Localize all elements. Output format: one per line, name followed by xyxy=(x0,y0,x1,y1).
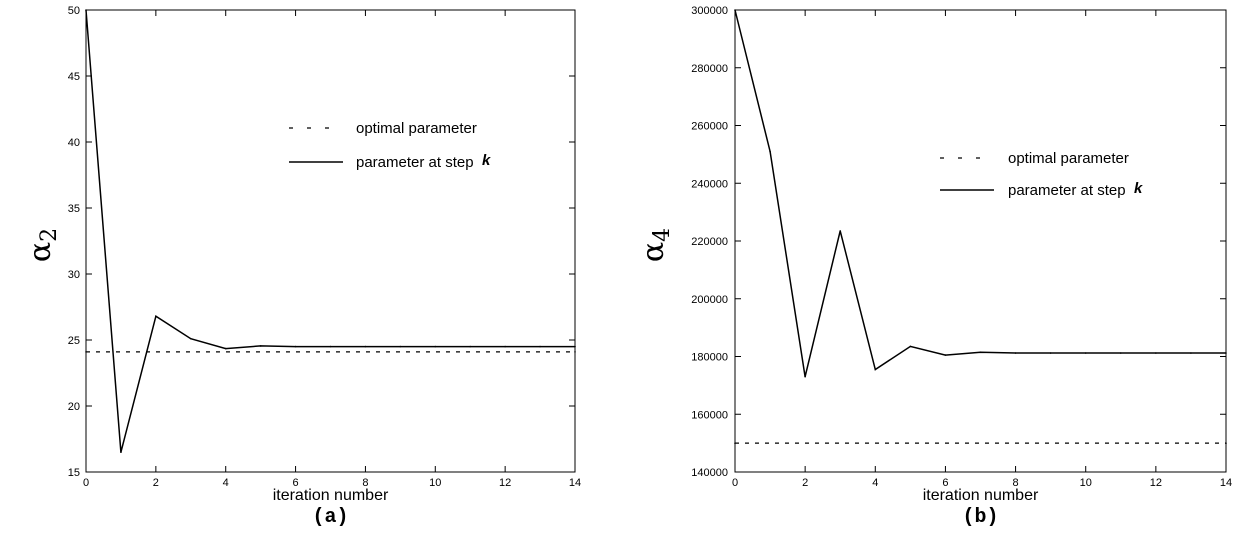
x-tick-label: 4 xyxy=(872,477,878,489)
legend-label-step: parameter at step k xyxy=(1008,181,1144,199)
optimal-point xyxy=(85,351,87,353)
x-tick-label: 2 xyxy=(153,477,159,489)
y-tick-label: 45 xyxy=(68,71,80,83)
legend-label-step: parameter at step k xyxy=(356,153,492,171)
step-point xyxy=(399,345,402,348)
step-point xyxy=(155,315,157,318)
y-tick-label: 280000 xyxy=(691,63,728,75)
step-point xyxy=(1155,352,1157,354)
y-tick-label: 260000 xyxy=(691,121,728,133)
y-tick-label: 40 xyxy=(68,137,80,149)
step-point xyxy=(224,347,227,350)
step-point xyxy=(1119,352,1122,354)
step-point xyxy=(1049,352,1052,354)
x-tick-label: 0 xyxy=(732,477,738,489)
x-axis-label: iteration number xyxy=(923,487,1039,504)
y-tick-label: 20 xyxy=(68,401,80,413)
y-axis-label-symbol: α xyxy=(636,242,671,262)
series-parameter-at-step xyxy=(85,9,575,453)
step-point xyxy=(294,345,297,348)
step-point xyxy=(329,345,332,348)
y-axis-label-symbol: α xyxy=(23,242,58,262)
y-tick-label: 240000 xyxy=(691,178,728,190)
step-point xyxy=(909,345,912,348)
step-point xyxy=(1225,352,1227,354)
y-tick-label: 35 xyxy=(68,203,80,215)
y-axis-label-subscript: 2 xyxy=(37,228,62,242)
y-axis-label-subscript: 4 xyxy=(650,228,675,242)
step-point xyxy=(769,150,771,153)
y-tick-label: 200000 xyxy=(691,294,728,306)
x-tick-label: 10 xyxy=(1080,477,1092,489)
step-point xyxy=(434,345,437,348)
step-point xyxy=(469,345,472,348)
y-axis-label: α2 xyxy=(23,228,62,262)
step-point xyxy=(259,345,262,347)
y-tick-label: 180000 xyxy=(691,352,728,364)
x-axis-label: iteration number xyxy=(273,487,389,504)
optimal-point xyxy=(574,351,576,353)
step-point xyxy=(85,9,87,11)
y-tick-label: 140000 xyxy=(691,467,728,479)
step-point xyxy=(504,345,506,348)
x-tick-label: 10 xyxy=(429,477,441,489)
legend-label-step-k: k xyxy=(1134,181,1144,198)
y-tick-label: 300000 xyxy=(691,5,728,17)
step-point xyxy=(1084,352,1087,354)
chart-b: 0 2 4 6 8 10 12 14 140000 160000 180000 200000 22000… xyxy=(636,5,1232,529)
panel-caption: (b) xyxy=(962,506,998,529)
legend: optimal parameter parameter at step k xyxy=(289,120,492,171)
optimal-point xyxy=(1225,442,1227,444)
y-tick-label: 50 xyxy=(68,5,80,17)
x-tick-label: 4 xyxy=(223,477,229,489)
x-tick-label: 0 xyxy=(83,477,89,489)
step-point xyxy=(874,368,877,371)
step-point xyxy=(839,230,842,232)
x-tick-label: 2 xyxy=(802,477,808,489)
x-tick-label: 14 xyxy=(569,477,581,489)
legend-label-step-text: parameter at step xyxy=(1008,182,1130,199)
x-tick-label: 14 xyxy=(1220,477,1232,489)
legend: optimal parameter parameter at step k xyxy=(940,150,1144,199)
x-tick-label: 8 xyxy=(1013,477,1019,489)
legend-label-optimal: optimal parameter xyxy=(356,120,477,137)
step-point xyxy=(189,337,192,340)
x-tick-label: 12 xyxy=(1150,477,1162,489)
panel-caption: (a) xyxy=(312,506,348,529)
chart-a: 0 2 4 6 8 10 12 14 15 20 25 30 35 40 45 50 iteration num… xyxy=(23,5,581,529)
x-tick-label: 12 xyxy=(499,477,511,489)
step-point xyxy=(539,345,541,348)
legend-label-optimal: optimal parameter xyxy=(1008,150,1129,167)
step-point xyxy=(804,375,806,378)
legend-label-step-text: parameter at step xyxy=(356,154,478,171)
plot-frame xyxy=(734,9,1227,473)
step-point xyxy=(364,345,367,348)
step-point xyxy=(944,354,947,356)
step-point xyxy=(1190,352,1192,354)
y-tick-label: 30 xyxy=(68,269,80,281)
step-point xyxy=(979,351,982,353)
y-tick-label: 220000 xyxy=(691,236,728,248)
x-tick-label: 8 xyxy=(362,477,368,489)
step-point xyxy=(734,9,736,11)
y-tick-label: 15 xyxy=(68,467,80,479)
y-tick-label: 25 xyxy=(68,335,80,347)
y-axis-label: α4 xyxy=(636,228,675,262)
optimal-point xyxy=(734,442,736,444)
plot-frame xyxy=(85,9,576,473)
x-tick-label: 6 xyxy=(293,477,299,489)
legend-label-step-k: k xyxy=(482,153,492,170)
y-tick-label: 160000 xyxy=(691,409,728,421)
series-parameter-at-step xyxy=(734,9,1226,377)
x-tick-label: 6 xyxy=(942,477,948,489)
step-point xyxy=(120,451,122,454)
step-point xyxy=(574,345,576,348)
step-point xyxy=(1014,352,1017,354)
